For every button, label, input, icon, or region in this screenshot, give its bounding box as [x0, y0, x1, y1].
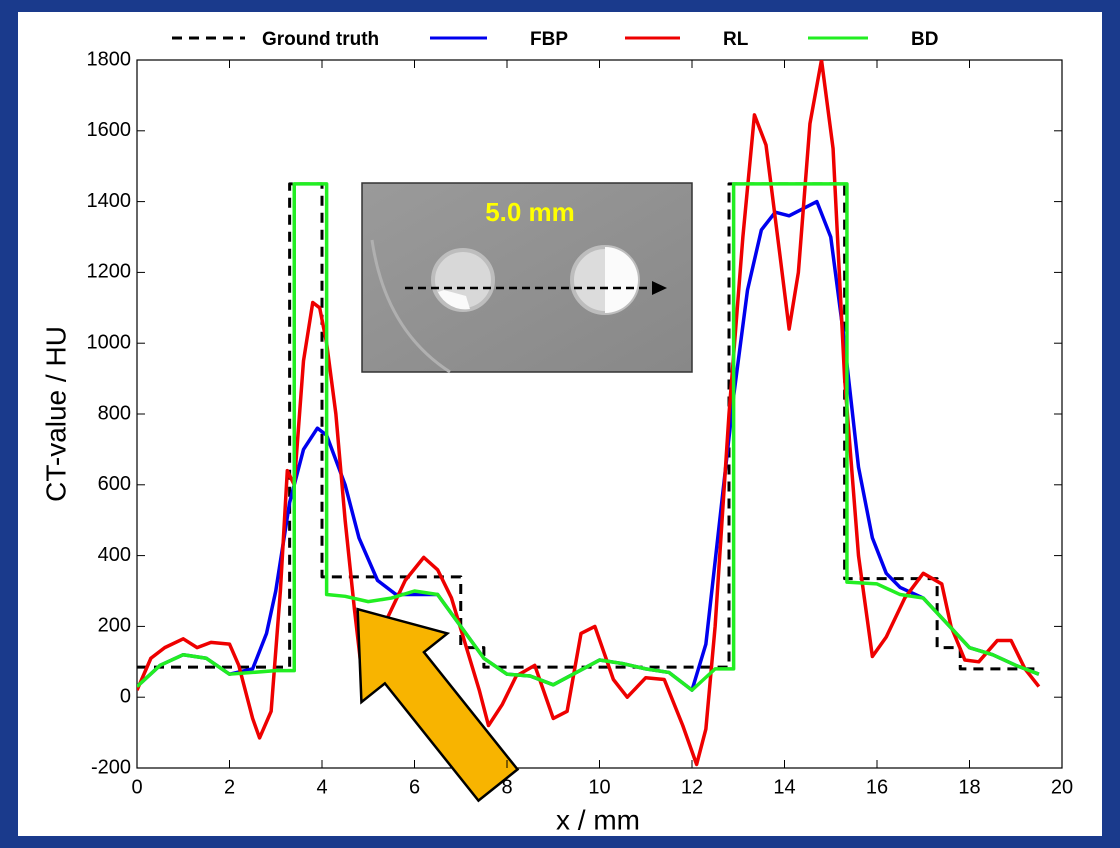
- y-tick-label: 1800: [87, 48, 132, 70]
- y-tick-label: 1000: [87, 331, 132, 353]
- inset-arc: [370, 239, 451, 374]
- x-tick-label: 8: [501, 776, 512, 798]
- x-tick-label: 20: [1051, 776, 1073, 798]
- legend-label: RL: [723, 29, 749, 50]
- legend-label: FBP: [530, 29, 568, 50]
- x-tick-label: 12: [681, 776, 703, 798]
- legend-label: BD: [911, 29, 938, 50]
- y-tick-label: 600: [98, 473, 131, 495]
- inset-arrow-head: [652, 281, 667, 295]
- x-tick-label: 6: [409, 776, 420, 798]
- x-tick-label: 14: [773, 776, 795, 798]
- panel: [18, 12, 1102, 836]
- y-tick-label: 200: [98, 615, 131, 637]
- x-tick-label: 16: [866, 776, 888, 798]
- y-tick-label: 1200: [87, 261, 132, 283]
- series-line: [137, 60, 1041, 767]
- y-tick-label: -200: [91, 756, 131, 778]
- inset-disc-half: [605, 247, 638, 313]
- y-tick-label: 1600: [87, 119, 132, 141]
- x-tick-label: 10: [588, 776, 610, 798]
- x-axis-label: x / mm: [556, 804, 640, 835]
- highlight-arrow: [356, 607, 520, 803]
- y-tick-label: 800: [98, 402, 131, 424]
- x-tick-label: 0: [131, 776, 142, 798]
- x-tick-label: 18: [958, 776, 980, 798]
- y-axis-label: CT-value / HU: [40, 326, 71, 502]
- x-tick-label: 2: [224, 776, 235, 798]
- y-tick-label: 400: [98, 544, 131, 566]
- x-tick-label: 4: [316, 776, 327, 798]
- inset-disc-edge: [438, 290, 470, 310]
- y-tick-label: 1400: [87, 190, 132, 212]
- series-line: [137, 182, 1040, 692]
- inset-label: 5.0 mm: [485, 197, 575, 227]
- inset-photo: 5.0 mm: [361, 182, 693, 374]
- legend-label: Ground truth: [262, 29, 379, 50]
- series-line: [137, 182, 1039, 671]
- y-tick-label: 0: [120, 685, 131, 707]
- plot-area: [137, 60, 1041, 767]
